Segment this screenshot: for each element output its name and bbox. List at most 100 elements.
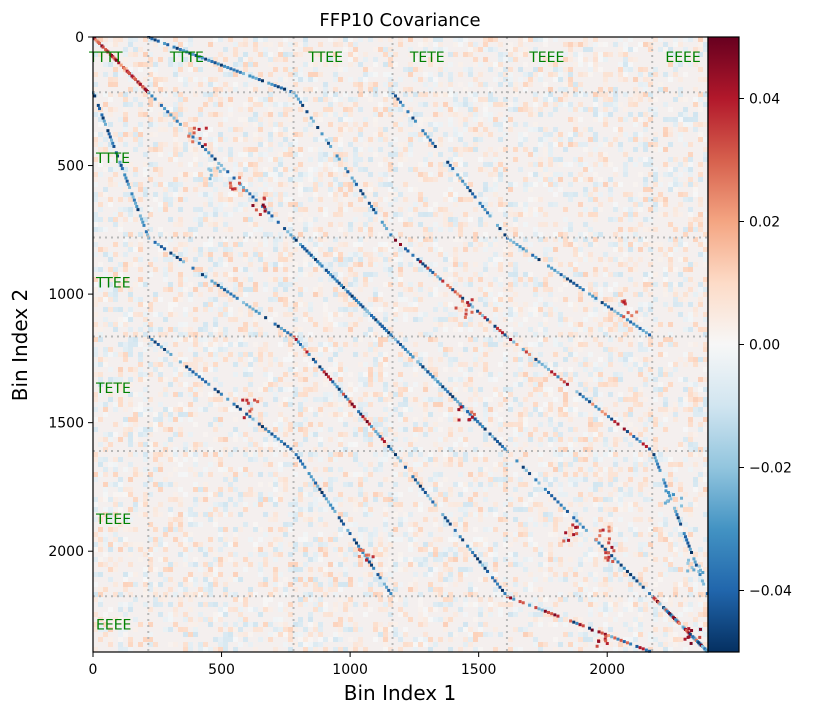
- noise-cell: [563, 297, 568, 302]
- noise-cell: [148, 322, 153, 327]
- noise-cell: [518, 137, 523, 142]
- noise-cell: [533, 97, 538, 102]
- noise-cell: [488, 282, 493, 287]
- noise-cell: [353, 157, 358, 162]
- noise-cell: [428, 272, 433, 277]
- noise-cell: [568, 67, 573, 72]
- noise-cell: [358, 242, 363, 247]
- noise-cell: [443, 347, 448, 352]
- noise-cell: [683, 192, 688, 197]
- noise-cell: [313, 267, 318, 272]
- noise-cell: [623, 332, 628, 337]
- noise-cell: [503, 472, 508, 477]
- noise-cell: [648, 142, 653, 147]
- noise-cell: [273, 167, 278, 172]
- noise-cell: [368, 212, 373, 217]
- noise-cell: [568, 417, 573, 422]
- noise-cell: [248, 442, 253, 447]
- noise-cell: [313, 322, 318, 327]
- noise-cell: [108, 217, 113, 222]
- noise-cell: [103, 292, 108, 297]
- noise-cell: [283, 132, 288, 137]
- noise-cell: [273, 267, 278, 272]
- noise-cell: [128, 312, 133, 317]
- noise-cell: [293, 147, 298, 152]
- noise-cell: [343, 157, 348, 162]
- noise-cell: [433, 287, 438, 292]
- noise-cell: [493, 387, 498, 392]
- noise-cell: [663, 42, 668, 47]
- noise-cell: [223, 292, 228, 297]
- noise-cell: [203, 407, 208, 412]
- noise-cell: [378, 342, 383, 347]
- noise-cell: [618, 482, 623, 487]
- noise-cell: [368, 192, 373, 197]
- noise-cell: [398, 77, 403, 82]
- noise-cell: [573, 82, 578, 87]
- noise-cell: [633, 102, 638, 107]
- noise-cell: [438, 82, 443, 87]
- noise-cell: [218, 207, 223, 212]
- noise-cell: [443, 322, 448, 327]
- noise-cell: [563, 397, 568, 402]
- noise-cell: [633, 357, 638, 362]
- noise-cell: [223, 342, 228, 347]
- noise-cell: [563, 92, 568, 97]
- noise-cell: [508, 402, 513, 407]
- noise-cell: [138, 142, 143, 147]
- noise-cell: [418, 77, 423, 82]
- noise-cell: [383, 372, 388, 377]
- noise-cell: [583, 107, 588, 112]
- noise-cell: [598, 92, 603, 97]
- noise-cell: [408, 142, 413, 147]
- noise-cell: [368, 222, 373, 227]
- noise-cell: [333, 52, 338, 57]
- noise-cell: [653, 167, 658, 172]
- noise-cell: [193, 67, 198, 72]
- noise-cell: [493, 242, 498, 247]
- noise-cell: [408, 117, 413, 122]
- noise-cell: [488, 337, 493, 342]
- noise-cell: [623, 412, 628, 417]
- noise-cell: [298, 412, 303, 417]
- noise-cell: [438, 227, 443, 232]
- noise-cell: [603, 152, 608, 157]
- noise-cell: [618, 327, 623, 332]
- noise-cell: [508, 67, 513, 72]
- noise-cell: [278, 202, 283, 207]
- noise-cell: [633, 317, 638, 322]
- noise-cell: [318, 207, 323, 212]
- noise-cell: [283, 237, 288, 242]
- noise-cell: [278, 387, 283, 392]
- noise-cell: [303, 212, 308, 217]
- noise-cell: [633, 282, 638, 287]
- noise-cell: [328, 162, 333, 167]
- noise-cell: [248, 177, 253, 182]
- noise-cell: [308, 372, 313, 377]
- noise-cell: [688, 182, 693, 187]
- noise-cell: [273, 277, 278, 282]
- noise-cell: [613, 92, 618, 97]
- noise-cell: [518, 412, 523, 417]
- noise-cell: [303, 317, 308, 322]
- noise-cell: [598, 487, 603, 492]
- noise-cell: [658, 197, 663, 202]
- noise-cell: [173, 152, 178, 157]
- noise-cell: [668, 187, 673, 192]
- noise-cell: [328, 317, 333, 322]
- noise-cell: [463, 452, 468, 457]
- noise-cell: [163, 207, 168, 212]
- noise-cell: [308, 222, 313, 227]
- noise-cell: [98, 327, 103, 332]
- noise-cell: [638, 392, 643, 397]
- noise-cell: [208, 332, 213, 337]
- noise-cell: [373, 122, 378, 127]
- noise-cell: [168, 262, 173, 267]
- noise-cell: [643, 437, 648, 442]
- noise-cell: [358, 132, 363, 137]
- noise-cell: [443, 447, 448, 452]
- noise-cell: [443, 292, 448, 297]
- noise-cell: [418, 262, 423, 267]
- noise-cell: [433, 222, 438, 227]
- noise-cell: [448, 267, 453, 272]
